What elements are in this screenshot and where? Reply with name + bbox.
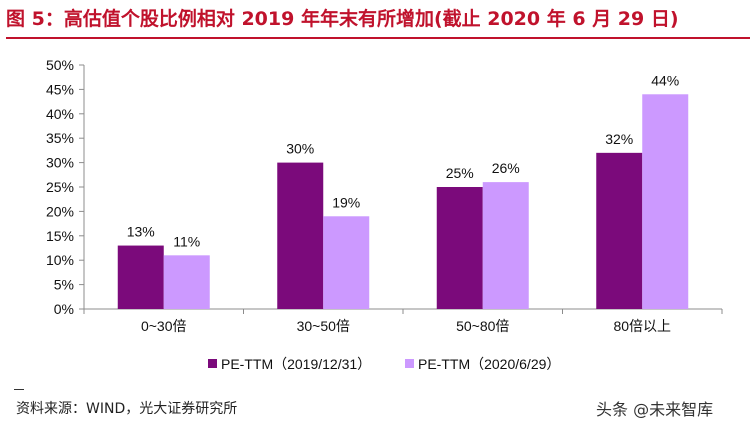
bar [642, 94, 689, 309]
source-marker [14, 389, 24, 390]
legend-label: PE-TTM（2020/6/29） [418, 356, 560, 372]
data-label: 30% [286, 141, 314, 157]
bar [436, 187, 483, 309]
data-label: 11% [173, 233, 200, 249]
data-label: 25% [446, 165, 474, 181]
bar [323, 216, 370, 309]
bar [117, 245, 164, 309]
x-tick-label: 50~80倍 [456, 318, 509, 334]
y-tick-label: 20% [46, 203, 74, 219]
bar [482, 182, 529, 309]
y-tick-label: 35% [46, 130, 74, 146]
legend-label: PE-TTM（2019/12/31） [221, 356, 371, 372]
data-label: 13% [127, 224, 155, 240]
bar [277, 162, 324, 309]
bar [163, 255, 210, 309]
y-tick-label: 45% [46, 81, 74, 97]
y-tick-label: 30% [46, 155, 74, 171]
title-underline [6, 37, 750, 39]
data-label: 44% [651, 72, 679, 88]
figure-title: 图 5：高估值个股比例相对 2019 年年末有所增加(截止 2020 年 6 月… [6, 8, 679, 30]
source-note: 资料来源：WIND，光大证券研究所 [16, 401, 238, 417]
y-tick-label: 10% [46, 252, 74, 268]
y-tick-label: 25% [46, 179, 74, 195]
y-tick-label: 15% [46, 228, 74, 244]
data-label: 26% [492, 160, 520, 176]
y-tick-label: 40% [46, 106, 74, 122]
legend-swatch [208, 359, 217, 368]
x-tick-label: 0~30倍 [141, 318, 187, 334]
y-tick-label: 50% [46, 57, 74, 73]
x-tick-label: 30~50倍 [297, 318, 350, 334]
data-label: 32% [605, 131, 633, 147]
legend-swatch [405, 359, 414, 368]
y-tick-label: 5% [54, 277, 74, 293]
data-label: 19% [332, 194, 360, 210]
bar [596, 152, 643, 309]
x-tick-label: 80倍以上 [613, 318, 671, 334]
y-tick-label: 0% [54, 301, 74, 317]
watermark: 头条 @未来智库 [596, 400, 714, 419]
